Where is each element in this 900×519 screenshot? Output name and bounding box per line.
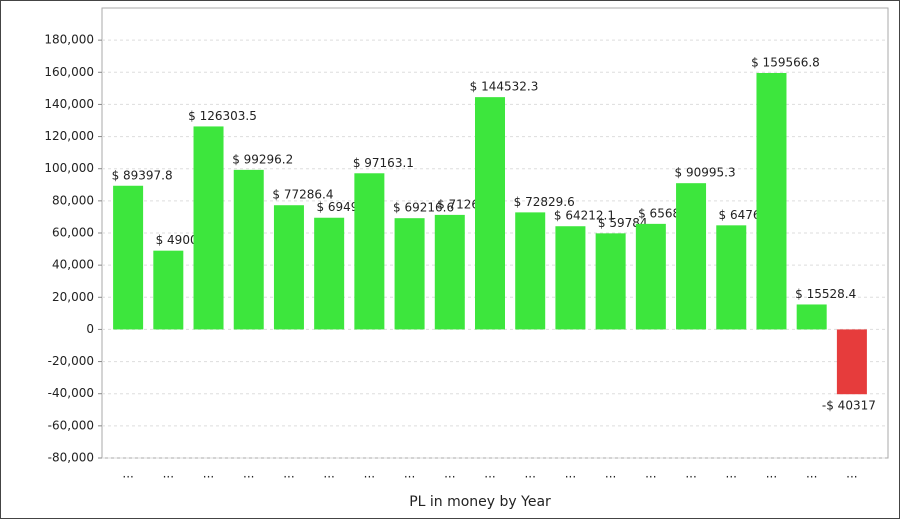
bar	[836, 329, 867, 395]
y-tick-label: 140,000	[44, 97, 94, 111]
x-tick-label: ...	[806, 467, 817, 481]
y-tick-label: 80,000	[52, 193, 94, 207]
x-tick-label: ...	[122, 467, 133, 481]
x-axis-label: PL in money by Year	[409, 494, 551, 510]
y-tick-label: 100,000	[44, 161, 94, 175]
x-tick-label: ...	[404, 467, 415, 481]
x-tick-label: ...	[846, 467, 857, 481]
bar	[193, 126, 224, 330]
bar	[756, 72, 787, 330]
bar	[635, 223, 666, 330]
y-tick-label: -60,000	[48, 418, 94, 432]
data-label: $ 97163.1	[353, 156, 414, 170]
data-label: $ 69216.6	[393, 201, 454, 215]
x-tick-label: ...	[323, 467, 334, 481]
y-tick-label: 180,000	[44, 33, 94, 47]
data-label: $ 72829.6	[514, 195, 575, 209]
y-tick-label: 60,000	[52, 226, 94, 240]
data-label: $ 144532.3	[470, 80, 539, 94]
y-tick-label: -20,000	[48, 354, 94, 368]
x-tick-label: ...	[524, 467, 535, 481]
x-tick-label: ...	[444, 467, 455, 481]
bar	[555, 226, 586, 330]
y-tick-label: 120,000	[44, 129, 94, 143]
y-tick-label: 0	[86, 322, 94, 336]
x-tick-label: ...	[283, 467, 294, 481]
bar	[796, 304, 827, 330]
x-tick-label: ...	[766, 467, 777, 481]
bar	[273, 205, 304, 330]
y-tick-label: 20,000	[52, 290, 94, 304]
y-tick-label: -40,000	[48, 386, 94, 400]
data-label: $ 77286.4	[272, 188, 333, 202]
x-tick-label: ...	[163, 467, 174, 481]
y-tick-label: 40,000	[52, 258, 94, 272]
bar	[595, 233, 626, 330]
data-label: $ 99296.2	[232, 152, 293, 166]
x-tick-label: ...	[645, 467, 656, 481]
x-tick-label: ...	[243, 467, 254, 481]
bar	[394, 218, 425, 330]
bar	[716, 225, 747, 330]
bar	[113, 185, 144, 330]
data-label: -$ 40317	[822, 399, 876, 413]
y-tick-label: -80,000	[48, 451, 94, 465]
data-label: $ 15528.4	[795, 287, 856, 301]
x-tick-label: ...	[605, 467, 616, 481]
bar	[314, 217, 345, 330]
y-tick-label: 160,000	[44, 65, 94, 79]
bar	[354, 173, 385, 330]
x-tick-label: ...	[484, 467, 495, 481]
bar	[233, 169, 264, 330]
data-label: $ 126303.5	[188, 109, 257, 123]
data-label: $ 90995.3	[675, 166, 736, 180]
data-label: $ 89397.8	[112, 168, 173, 182]
x-tick-label: ...	[364, 467, 375, 481]
x-tick-label: ...	[203, 467, 214, 481]
bar	[475, 97, 505, 330]
bar	[153, 250, 184, 330]
x-tick-label: ...	[685, 467, 696, 481]
x-tick-label: ...	[565, 467, 576, 481]
bar	[515, 212, 546, 330]
data-label: $ 64212.1	[554, 209, 615, 223]
x-tick-label: ...	[726, 467, 737, 481]
data-label: $ 159566.8	[751, 55, 820, 69]
bar	[676, 183, 707, 330]
bar	[434, 214, 465, 330]
